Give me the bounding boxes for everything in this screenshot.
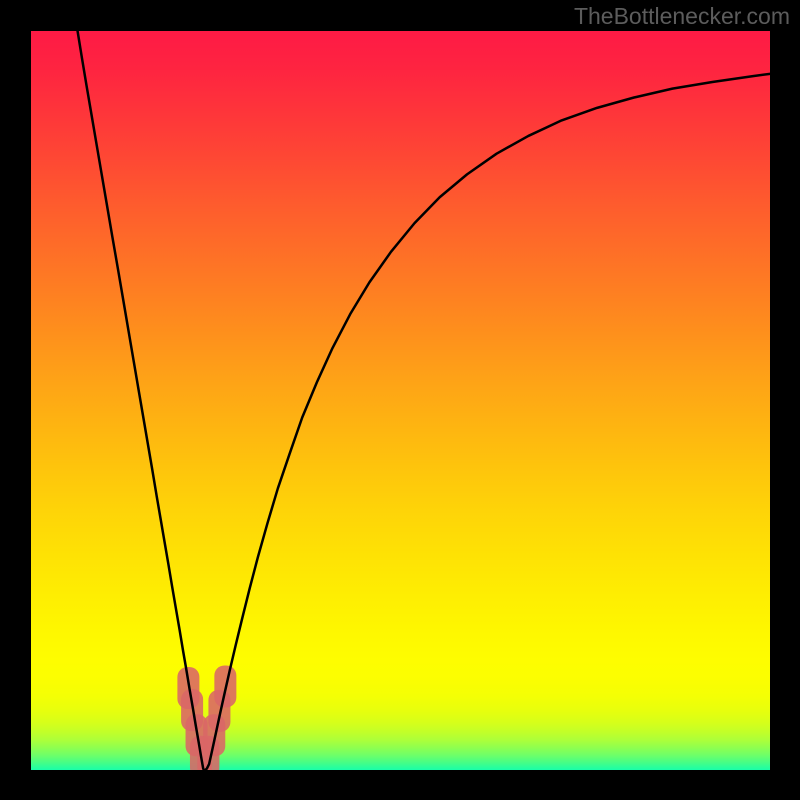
chart-svg [31, 31, 770, 770]
plot-frame [31, 31, 770, 770]
gradient-background [31, 31, 770, 770]
watermark-text: TheBottlenecker.com [574, 3, 790, 30]
chart-container: TheBottlenecker.com [0, 0, 800, 800]
